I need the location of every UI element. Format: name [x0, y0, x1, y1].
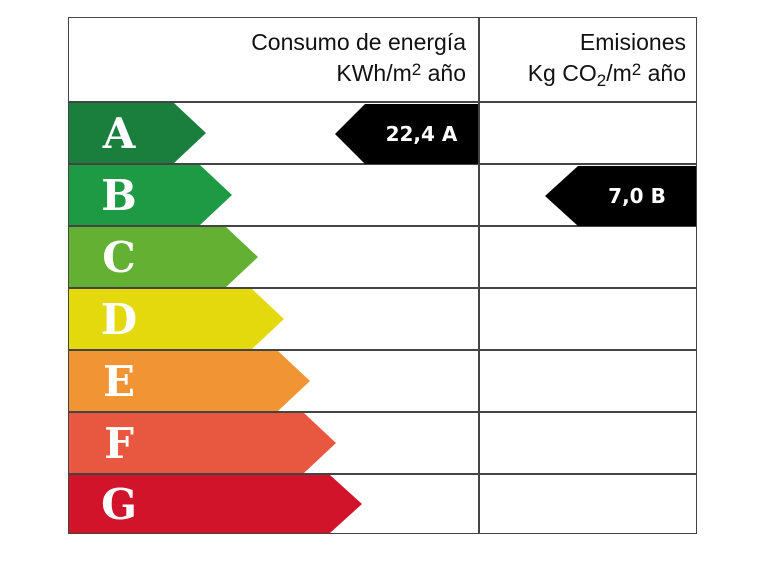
column-divider — [478, 17, 480, 534]
class-arrow-f: F — [69, 413, 341, 473]
energy-header-title: Consumo de energía — [251, 29, 466, 55]
class-letter: E — [102, 356, 135, 406]
row-divider — [68, 349, 697, 351]
emissions-header-unit: Kg CO2/m2 año — [527, 60, 686, 90]
class-letter: C — [102, 232, 136, 282]
row-divider — [68, 287, 697, 289]
row-divider — [68, 225, 697, 227]
class-arrow-b: B — [69, 165, 239, 225]
class-letter: D — [100, 294, 138, 344]
row-divider — [68, 101, 697, 103]
class-arrow-a: A — [69, 103, 209, 163]
emissions-header: Emisiones Kg CO2/m2 año — [480, 27, 686, 89]
emissions-rating-marker: 7,0 B — [545, 166, 696, 226]
energy-rating-value: 22,4 A — [385, 122, 458, 146]
row-divider — [68, 473, 697, 475]
row-divider — [68, 411, 697, 413]
class-arrow-c: C — [69, 227, 264, 287]
energy-rating-marker: 22,4 A — [335, 104, 478, 164]
emissions-rating-value: 7,0 B — [608, 184, 666, 208]
class-arrow-e: E — [69, 351, 314, 411]
class-letter: A — [102, 108, 136, 158]
class-letter: G — [101, 479, 137, 529]
energy-label-table — [68, 17, 697, 534]
emissions-header-title: Emisiones — [579, 29, 686, 55]
class-arrow-g: G — [69, 475, 367, 533]
class-arrow-d: D — [69, 289, 289, 349]
energy-header: Consumo de energía KWh/m2 año — [70, 27, 466, 89]
class-letter: F — [104, 418, 134, 468]
class-letter: B — [101, 170, 137, 220]
energy-header-unit: KWh/m2 año — [336, 60, 466, 86]
